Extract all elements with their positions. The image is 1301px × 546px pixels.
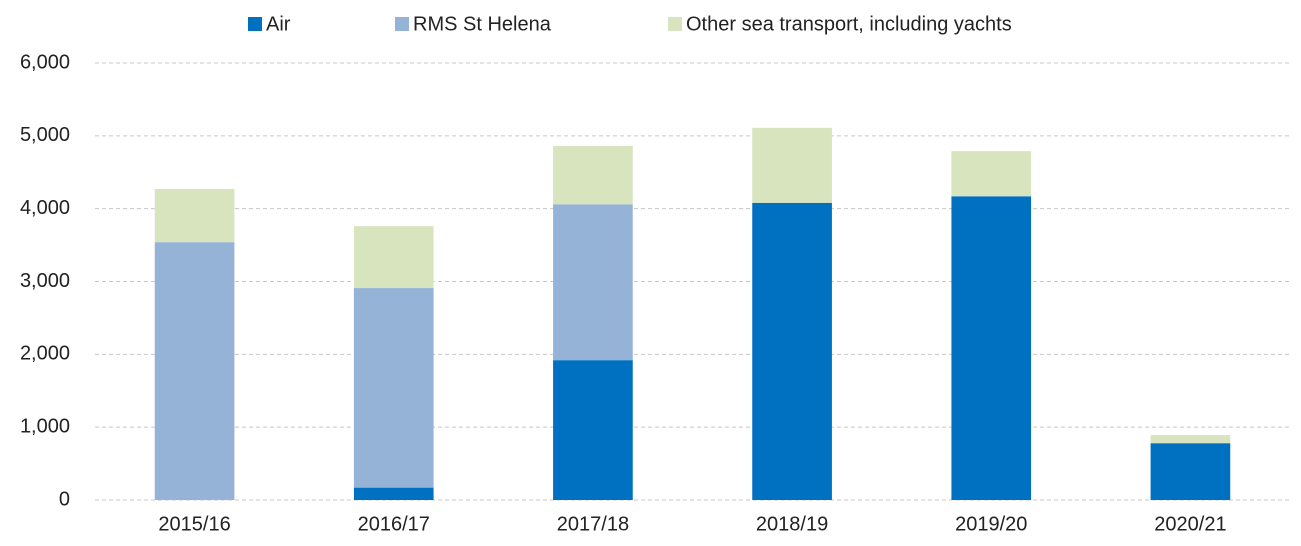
legend-label: RMS St Helena [413,13,552,35]
legend-label: Other sea transport, including yachts [686,13,1012,35]
bar-segment [752,127,832,203]
bar-segment [951,151,1032,197]
legend-swatch [248,17,262,31]
bar-segment [752,202,832,500]
x-tick-label: 2015/16 [158,513,230,535]
bar-segment [1150,435,1231,444]
y-tick-label: 4,000 [20,197,70,219]
bar-segment [553,204,633,361]
legend-swatch [395,17,409,31]
legend-label: Air [266,13,291,35]
bar-segment [353,288,434,488]
x-tick-label: 2020/21 [1154,513,1226,535]
bar-segment [353,487,434,500]
y-tick-label: 2,000 [20,343,70,365]
bar-segment [1150,443,1231,500]
x-tick-label: 2017/18 [557,513,629,535]
y-tick-label: 5,000 [20,124,70,146]
x-tick-label: 2019/20 [955,513,1027,535]
bar-segment [353,226,434,289]
bar-segment [951,196,1032,500]
x-tick-label: 2016/17 [358,513,430,535]
legend-swatch [668,17,682,31]
y-tick-label: 0 [59,488,70,510]
y-tick-label: 6,000 [20,51,70,73]
bar-segment [154,189,235,243]
bar-segment [154,242,235,501]
x-tick-label: 2018/19 [756,513,828,535]
y-tick-label: 1,000 [20,415,70,437]
bar-segment [553,146,633,205]
y-tick-label: 3,000 [20,270,70,292]
bar-segment [553,360,633,500]
